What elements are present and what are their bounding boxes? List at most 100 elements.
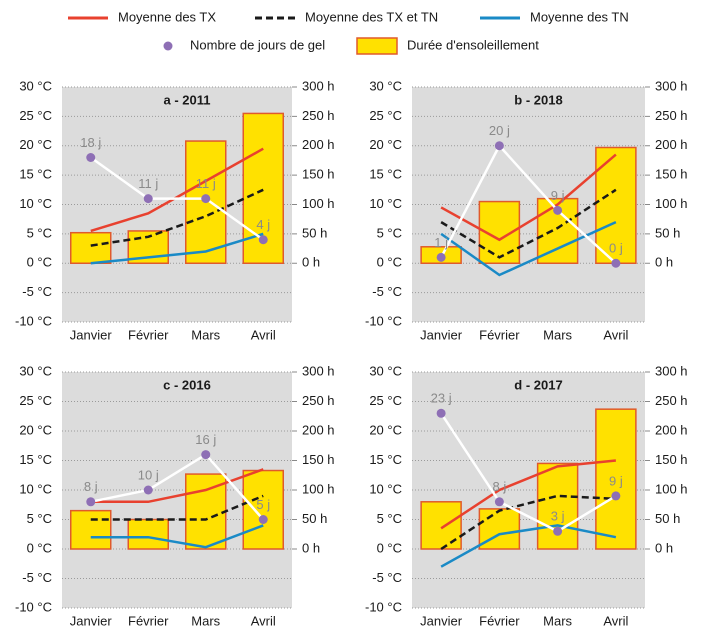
y-tick-label: 5 °C (27, 511, 52, 526)
series-line (90, 468, 264, 504)
dot (86, 497, 96, 507)
dot (611, 491, 621, 501)
y-tick-label: 10 °C (19, 196, 52, 211)
panel: -10 °C -5 °C 0 °C 5 °C 10 °C 15 °C 20 °C 25 °C 3… (15, 78, 335, 342)
y-tick-label: -5 °C (22, 570, 52, 585)
panel-title: c - 2016 (163, 377, 211, 392)
y-tick-label: -10 °C (365, 599, 402, 614)
data-label: 9 j (551, 188, 565, 203)
series (70, 469, 284, 550)
data-label: 8 j (84, 479, 98, 494)
y-tick-label: -5 °C (372, 570, 402, 585)
y-tick-label: 20 °C (19, 422, 52, 437)
y2-tick-label: 0 h (655, 540, 673, 555)
y2-tick-label: 200 h (302, 422, 335, 437)
y2-tick-label: 100 h (302, 196, 335, 211)
y2-tick-label: 100 h (655, 196, 688, 211)
legend-label: Durée d'ensoleillement (407, 37, 539, 52)
series-line (440, 524, 617, 568)
y-tick-label: 20 °C (369, 422, 402, 437)
panel-title: d - 2017 (514, 377, 562, 392)
x-tick-label: Avril (603, 327, 628, 342)
data-label: 1 j (434, 235, 448, 250)
y-tick-label: 15 °C (19, 452, 52, 467)
series (90, 147, 264, 233)
series (440, 494, 616, 551)
series-line (440, 459, 617, 530)
bar (478, 508, 521, 550)
data-label: 11 j (138, 176, 158, 191)
legend-label: Moyenne des TN (530, 9, 629, 24)
dot (553, 205, 563, 215)
panel-title: a - 2011 (164, 92, 211, 107)
y-tick-label: 0 °C (27, 540, 52, 555)
y-tick-label: 5 °C (377, 225, 402, 240)
x-tick-label: Mars (543, 613, 572, 628)
y-tick-label: 25 °C (19, 393, 52, 408)
series: 8 j 10 j 16 j 5 j (84, 432, 270, 524)
x-tick-label: Avril (251, 613, 276, 628)
series-line (90, 494, 264, 521)
panel-title: b - 2018 (514, 92, 562, 107)
series-line (440, 188, 617, 259)
x-tick-label: Février (479, 327, 520, 342)
series-line (440, 143, 617, 265)
series-line (90, 188, 264, 247)
dot (201, 194, 211, 204)
y2-tick-label: 250 h (655, 108, 688, 123)
dot (201, 450, 211, 460)
y-tick-label: 20 °C (19, 137, 52, 152)
bar (536, 462, 579, 550)
series (440, 188, 617, 259)
series-line (90, 156, 264, 241)
data-label: 0 j (609, 241, 623, 256)
series-line (440, 153, 617, 242)
x-tick-label: Mars (191, 613, 220, 628)
y2-tick-label: 250 h (302, 393, 335, 408)
bar (595, 408, 637, 550)
y-tick-label: -10 °C (365, 313, 402, 328)
dot (553, 526, 563, 536)
y2-tick-label: 50 h (302, 225, 327, 240)
y2-tick-label: 250 h (655, 393, 688, 408)
y2-tick-label: 0 h (302, 540, 320, 555)
y2-tick-label: 300 h (655, 363, 688, 378)
dot (86, 153, 96, 162)
y-tick-label: 10 °C (369, 196, 402, 211)
series-line (440, 494, 616, 551)
dot (494, 497, 504, 507)
y2-tick-label: 100 h (655, 481, 688, 496)
y-tick-label: 5 °C (377, 511, 402, 526)
data-label: 20 j (489, 123, 510, 138)
legend-label: Moyenne des TX et TN (305, 9, 438, 24)
y-tick-label: 15 °C (19, 167, 52, 182)
x-tick-label: Janvier (420, 613, 463, 628)
bar (185, 473, 227, 550)
data-label: 10 j (138, 467, 159, 482)
dot (258, 515, 268, 524)
panel: -10 °C -5 °C 0 °C 5 °C 10 °C 15 °C 20 °C 25 °C 3… (365, 363, 688, 628)
y-tick-label: 30 °C (19, 78, 52, 93)
series: 23 j 8 j 3 j 9 j (431, 391, 623, 536)
x-tick-label: Février (479, 613, 520, 628)
y-tick-label: 10 °C (19, 481, 52, 496)
series-line (90, 524, 264, 549)
data-label: 3 j (551, 509, 565, 524)
dot (143, 194, 153, 204)
bar (242, 469, 284, 550)
y2-tick-label: 200 h (655, 137, 688, 152)
legend-label: Moyenne des TX (118, 9, 216, 24)
y-tick-label: 10 °C (369, 481, 402, 496)
dot (143, 485, 153, 495)
data-label: 5 j (256, 497, 270, 512)
x-tick-label: Avril (603, 613, 628, 628)
series: 1 j 20 j 9 j 0 j (434, 123, 623, 268)
data-label: 23 j (431, 391, 452, 406)
x-tick-label: Février (128, 613, 169, 628)
legend-swatch (356, 37, 398, 55)
series-line (90, 232, 264, 265)
y-tick-label: 25 °C (19, 108, 52, 123)
bar (420, 501, 462, 550)
y-tick-label: 30 °C (19, 363, 52, 378)
y2-tick-label: 250 h (302, 108, 335, 123)
